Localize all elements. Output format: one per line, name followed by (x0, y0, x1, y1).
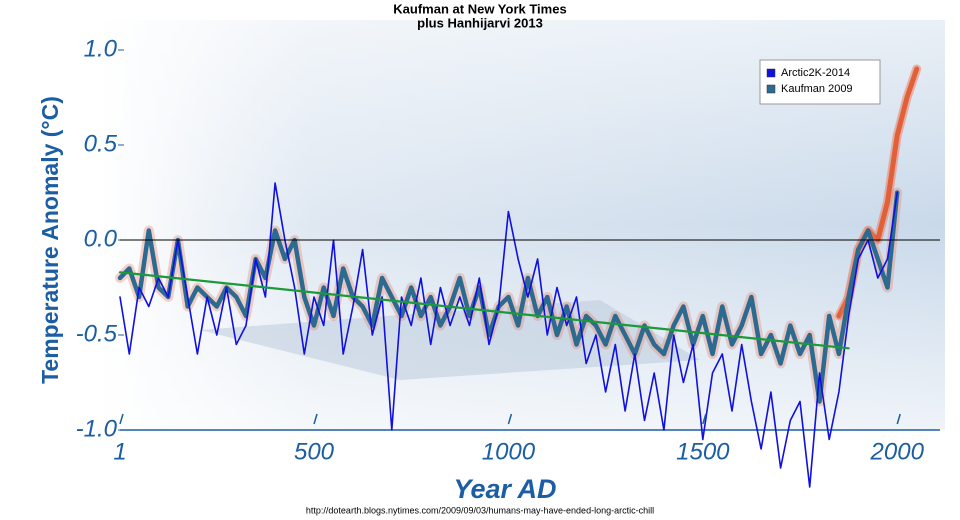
y-tick-label: -0.5 (76, 320, 118, 347)
series-line (117, 190, 900, 404)
x-tick-label: 1500 (676, 438, 730, 465)
series-line (118, 271, 850, 350)
x-tick-label: 500 (294, 438, 335, 465)
legend-swatch (766, 84, 776, 94)
x-tick (313, 413, 318, 425)
y-tick-label: 0.5 (84, 130, 118, 157)
plot (115, 64, 922, 488)
y-tick-label: 1.0 (84, 35, 118, 62)
series-line (119, 182, 898, 488)
legend-box (759, 59, 881, 105)
legend-label: Kaufman 2009 (781, 83, 853, 95)
x-tick (702, 413, 707, 425)
x-tick-label: 1 (113, 438, 126, 465)
x-tick-label: 1000 (482, 438, 536, 465)
legend-swatch (766, 68, 776, 78)
x-tick (119, 413, 124, 425)
y-tick-label: -1.0 (76, 415, 118, 442)
x-tick-label: 2000 (870, 438, 925, 465)
y-axis-label: Temperature Anomaly (°C) (37, 96, 63, 384)
y-tick-label: 0.0 (84, 225, 118, 252)
source: http://dotearth.blogs.nytimes.com/2009/0… (306, 505, 654, 515)
chart-subtitle: plus Hanhijarvi 2013 (417, 15, 543, 30)
x-axis-label: Year AD (453, 474, 556, 504)
legend-label: Arctic2K-2014 (781, 67, 850, 79)
x-tick (507, 413, 513, 425)
chart-title: Kaufman at New York Times (393, 1, 566, 16)
x-tick (896, 413, 901, 425)
